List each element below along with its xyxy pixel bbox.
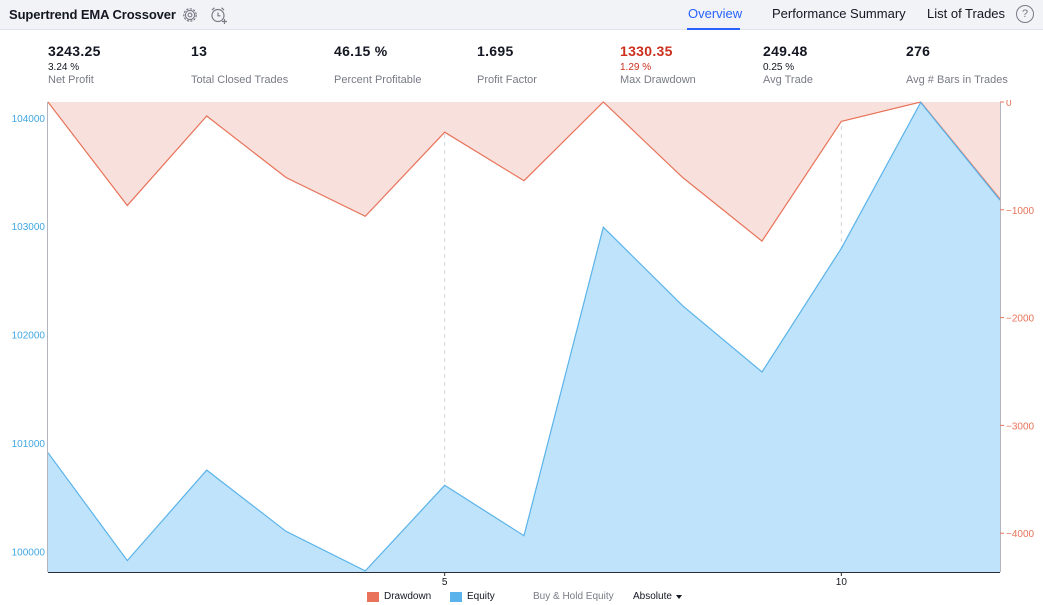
tab-performance-summary[interactable]: Performance Summary <box>772 6 906 21</box>
stat-value: 13 <box>191 43 208 59</box>
right-axis-tick-label: −1000 <box>1006 206 1035 217</box>
legend-equity-swatch <box>450 591 462 602</box>
stat-label: Total Closed Trades <box>191 74 289 86</box>
legend-buy-hold-equity[interactable]: Buy & Hold Equity <box>533 591 614 602</box>
stat-value: 46.15 % <box>334 43 388 59</box>
legend-buy-hold-label: Buy & Hold Equity <box>533 591 614 602</box>
scale-mode-dropdown[interactable]: Absolute <box>633 591 682 602</box>
header-bar: Supertrend EMA Crossover Overview Perfor… <box>0 0 1043 30</box>
left-axis-tick-label: 102000 <box>12 331 46 342</box>
stat-avg-trade: 249.48 0.25 % Avg Trade <box>763 43 813 86</box>
stat-label: Profit Factor <box>477 74 537 86</box>
drawdown-area <box>48 102 1000 242</box>
stat-percent: 0.25 % <box>763 62 795 73</box>
active-tab-indicator <box>687 28 740 30</box>
chart-legend: Drawdown Equity Buy & Hold Equity Absolu… <box>0 591 1043 605</box>
stat-percent: 3.24 % <box>48 62 80 73</box>
stat-percent-profitable: 46.15 % Percent Profitable <box>334 43 421 86</box>
right-axis-tick-label: −4000 <box>1006 529 1035 540</box>
stat-label: Max Drawdown <box>620 74 696 86</box>
stat-max-drawdown: 1330.35 1.29 % Max Drawdown <box>620 43 696 86</box>
equity-drawdown-chart[interactable]: 100000 101000 102000 103000 104000 0 −1000 −200… <box>0 100 1043 586</box>
scale-mode-label: Absolute <box>633 591 672 602</box>
left-axis-tick-label: 103000 <box>12 222 46 233</box>
equity-area <box>48 102 1000 572</box>
left-axis-tick-label: 104000 <box>12 114 46 125</box>
legend-drawdown-swatch <box>367 591 379 602</box>
legend-drawdown-label: Drawdown <box>384 591 432 602</box>
tab-list-of-trades[interactable]: List of Trades <box>927 6 1006 21</box>
settings-button[interactable] <box>180 5 200 25</box>
legend-equity-label: Equity <box>467 591 495 602</box>
stat-value: 3243.25 <box>48 43 101 59</box>
stat-label: Net Profit <box>48 74 94 86</box>
stat-percent <box>334 62 421 73</box>
stat-total-closed-trades: 13 Total Closed Trades <box>191 43 288 86</box>
stat-label: Avg # Bars in Trades <box>906 74 1008 86</box>
stat-value: 1330.35 <box>620 43 673 59</box>
stat-percent <box>477 62 537 73</box>
stat-label: Percent Profitable <box>334 74 422 86</box>
stat-profit-factor: 1.695 Profit Factor <box>477 43 537 86</box>
x-axis-tick-label: 5 <box>442 577 448 586</box>
stat-percent <box>906 62 1008 73</box>
chevron-down-icon <box>675 594 682 599</box>
left-axis-tick-label: 101000 <box>12 439 46 450</box>
gear-icon <box>183 8 197 22</box>
help-icon: ? <box>1021 8 1029 20</box>
x-axis-tick-label: 10 <box>836 577 848 586</box>
stat-value: 249.48 <box>763 43 808 59</box>
equity-line <box>47 101 1001 572</box>
strategy-title: Supertrend EMA Crossover <box>9 7 176 22</box>
alarm-add-icon <box>211 7 227 24</box>
stat-value: 276 <box>906 43 931 59</box>
stat-label: Avg Trade <box>763 74 813 86</box>
stat-percent: 1.29 % <box>620 62 652 73</box>
stat-avg-bars-in-trades: 276 Avg # Bars in Trades <box>906 43 1008 86</box>
add-alert-button[interactable] <box>209 5 229 25</box>
stat-value: 1.695 <box>477 43 514 59</box>
right-axis-tick-label: 0 <box>1006 100 1012 109</box>
stat-percent <box>191 62 288 73</box>
right-axis-tick-label: −2000 <box>1006 314 1035 325</box>
help-button[interactable]: ? <box>1016 5 1034 23</box>
right-axis-tick-label: −3000 <box>1006 421 1035 432</box>
legend-equity[interactable]: Equity <box>450 591 495 602</box>
left-axis-tick-label: 100000 <box>12 547 46 558</box>
stat-net-profit: 3243.25 3.24 % Net Profit <box>48 43 101 86</box>
drawdown-line <box>47 101 1001 242</box>
tab-overview[interactable]: Overview <box>688 6 743 21</box>
legend-drawdown[interactable]: Drawdown <box>367 591 431 602</box>
